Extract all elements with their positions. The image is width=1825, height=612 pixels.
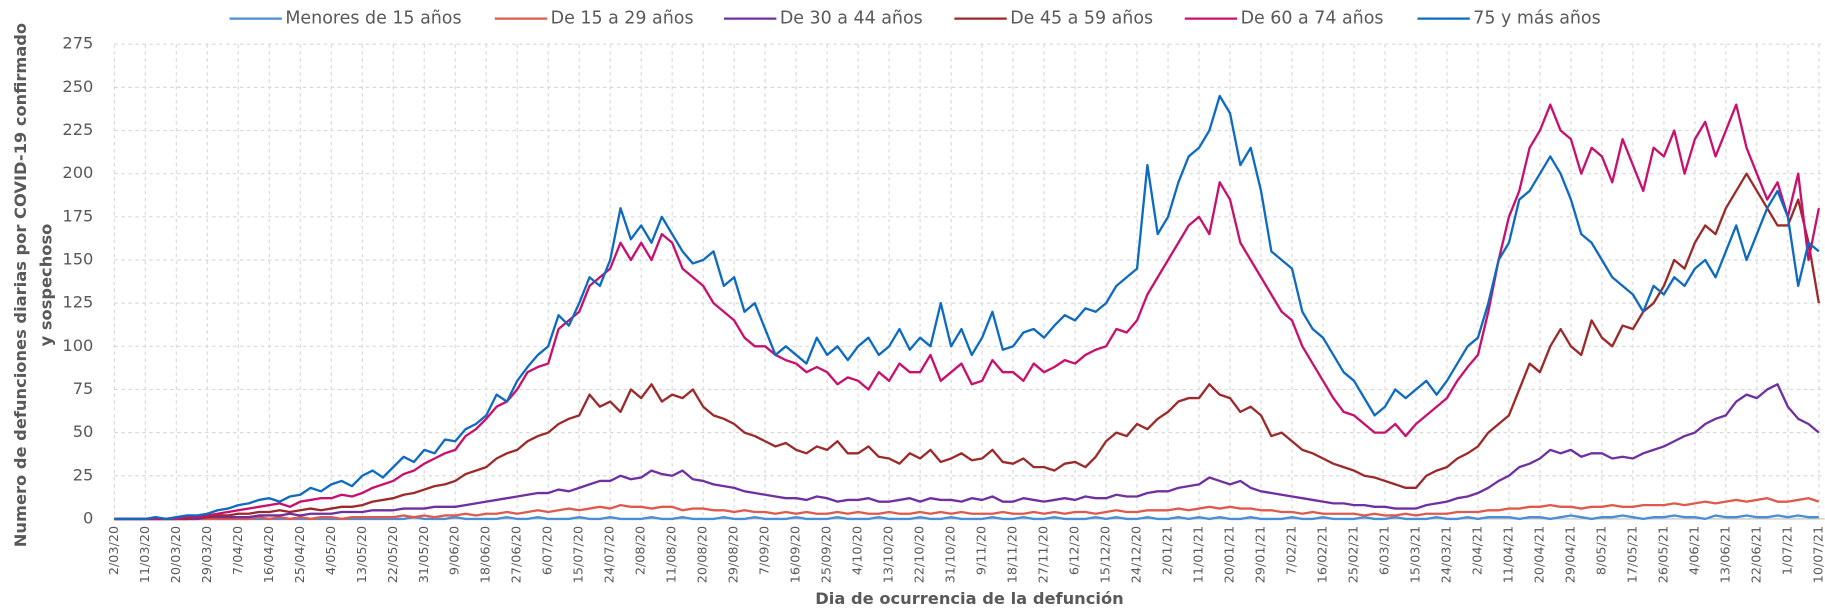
x-tick-label: 16/02/21	[1316, 526, 1331, 583]
x-tick-label: 16/09/20	[789, 526, 804, 583]
x-tick-label: 15/07/20	[572, 526, 587, 583]
x-tick-label: 7/02/21	[1285, 526, 1300, 575]
y-tick-label: 125	[62, 293, 93, 312]
x-tick-label: 18/11/20	[1006, 526, 1021, 583]
x-tick-label: 4/10/20	[851, 526, 866, 575]
x-tick-label: 31/05/20	[417, 526, 432, 583]
x-tick-label: 24/12/20	[1130, 526, 1145, 583]
x-tick-label: 20/08/20	[696, 526, 711, 583]
x-tick-label: 26/05/21	[1656, 526, 1671, 583]
y-tick-label: 100	[62, 336, 93, 355]
x-tick-label: 29/04/21	[1563, 526, 1578, 583]
y-tick-label: 0	[83, 508, 93, 527]
y-tick-label: 25	[73, 465, 94, 484]
legend-label: De 15 a 29 años	[551, 9, 694, 29]
legend-item: De 45 a 59 años	[954, 9, 1153, 29]
y-axis-title: y sospechoso	[37, 224, 56, 347]
x-tick-label: 8/05/21	[1594, 526, 1609, 575]
x-tick-label: 6/07/20	[541, 526, 556, 575]
x-tick-label: 20/04/21	[1532, 526, 1547, 583]
x-tick-label: 25/09/20	[820, 526, 835, 583]
x-tick-label: 27/06/20	[510, 526, 525, 583]
x-tick-label: 13/05/20	[355, 526, 370, 583]
x-tick-label: 2/03/20	[107, 526, 122, 575]
x-tick-label: 22/06/21	[1749, 526, 1764, 583]
x-tick-label: 4/05/20	[324, 526, 339, 575]
x-tick-label: 2/04/21	[1470, 526, 1485, 575]
x-tick-label: 22/05/20	[386, 526, 401, 583]
legend-item: De 30 a 44 años	[724, 9, 923, 29]
y-tick-label: 275	[62, 34, 93, 53]
x-tick-label: 10/07/21	[1811, 526, 1825, 583]
y-tick-label: 200	[62, 163, 93, 182]
x-tick-label: 2/01/21	[1161, 526, 1176, 575]
legend-item: 75 y más años	[1417, 9, 1601, 29]
x-tick-label: 4/06/21	[1687, 526, 1702, 575]
x-tick-label: 6/03/21	[1377, 526, 1392, 575]
x-tick-label: 29/03/20	[200, 526, 215, 583]
legend-label: 75 y más años	[1473, 9, 1600, 29]
x-tick-label: 13/10/20	[882, 526, 897, 583]
legend-label: De 45 a 59 años	[1010, 9, 1153, 29]
y-tick-label: 250	[62, 77, 93, 96]
x-tick-label: 1/07/21	[1780, 526, 1795, 575]
y-tick-label: 225	[62, 120, 93, 139]
x-tick-label: 17/05/21	[1625, 526, 1640, 583]
x-tick-label: 29/01/21	[1254, 526, 1269, 583]
y-tick-label: 175	[62, 206, 93, 225]
x-tick-label: 2/08/20	[634, 526, 649, 575]
x-tick-label: 9/11/20	[975, 526, 990, 575]
x-tick-label: 27/11/20	[1037, 526, 1052, 583]
x-tick-label: 11/04/21	[1501, 526, 1516, 583]
x-tick-label: 13/06/21	[1718, 526, 1733, 583]
series-line	[114, 172, 1821, 521]
legend-item: De 15 a 29 años	[494, 9, 694, 29]
y-tick-label: 150	[62, 249, 93, 268]
x-tick-label: 25/04/20	[293, 526, 308, 583]
x-tick-label: 11/08/20	[665, 526, 680, 583]
legend-item: Menores de 15 años	[229, 9, 462, 29]
x-tick-label: 6/12/20	[1068, 526, 1083, 575]
x-tick-label: 15/12/20	[1099, 526, 1114, 583]
y-tick-label: 75	[73, 379, 94, 398]
x-tick-label: 22/10/20	[913, 526, 928, 583]
x-axis-title: Dia de ocurrencia de la defunción	[815, 589, 1123, 608]
x-tick-label: 11/01/21	[1192, 526, 1207, 583]
series-line	[114, 103, 1821, 521]
series-line	[114, 514, 1819, 521]
x-tick-label: 31/10/20	[944, 526, 959, 583]
y-tick-label: 50	[73, 422, 94, 441]
x-tick-label: 18/06/20	[479, 526, 494, 583]
x-tick-label: 7/09/20	[758, 526, 773, 575]
legend-label: De 60 a 74 años	[1241, 9, 1384, 29]
x-tick-label: 15/03/21	[1408, 526, 1423, 583]
legend-item: De 60 a 74 años	[1184, 9, 1384, 29]
legend-label: Menores de 15 años	[285, 9, 461, 29]
x-tick-label: 7/04/20	[231, 526, 246, 575]
series-line	[114, 94, 1820, 521]
x-tick-label: 16/04/20	[262, 526, 277, 583]
x-tick-label: 20/03/20	[169, 526, 184, 583]
x-tick-label: 24/03/21	[1439, 526, 1454, 583]
series-line	[114, 497, 1820, 521]
x-tick-label: 29/08/20	[727, 526, 742, 583]
legend-label: De 30 a 44 años	[780, 9, 923, 29]
series-line	[114, 383, 1820, 521]
x-tick-label: 11/03/20	[138, 526, 153, 583]
x-tick-label: 24/07/20	[603, 526, 618, 583]
y-axis-title: Numero de defunciones diarias por COVID-…	[11, 23, 30, 547]
x-tick-label: 25/02/21	[1346, 526, 1361, 583]
x-tick-label: 9/06/20	[448, 526, 463, 575]
x-tick-label: 20/01/21	[1223, 526, 1238, 583]
